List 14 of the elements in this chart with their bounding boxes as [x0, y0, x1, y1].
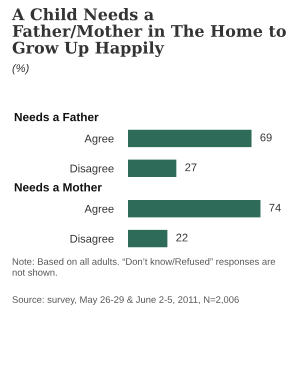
y-tick-label: Agree: [84, 205, 114, 215]
y-tick-label: Disagree: [70, 234, 114, 245]
data-label: 74: [269, 204, 281, 212]
data-label: 27: [185, 163, 196, 172]
chart-title: A Child Needs a Father/Mother in The Home to Grow Up Happily: [12, 8, 286, 58]
data-label: 69: [260, 134, 272, 142]
y-tick-label: Agree: [84, 134, 114, 145]
y-tick-label: Disagree: [70, 164, 114, 175]
text: Needs a Father: [14, 112, 98, 122]
text: (%): [12, 64, 29, 74]
data-label: 22: [176, 234, 188, 242]
text: Needs a Mother: [14, 182, 102, 192]
source-note: Source: survey, May 26-29 & June 2-5, 2011, N=2,006: [12, 296, 239, 305]
text: Note: Based on all adults. “Don’t know/Refused” responses are not shown.: [12, 258, 276, 276]
